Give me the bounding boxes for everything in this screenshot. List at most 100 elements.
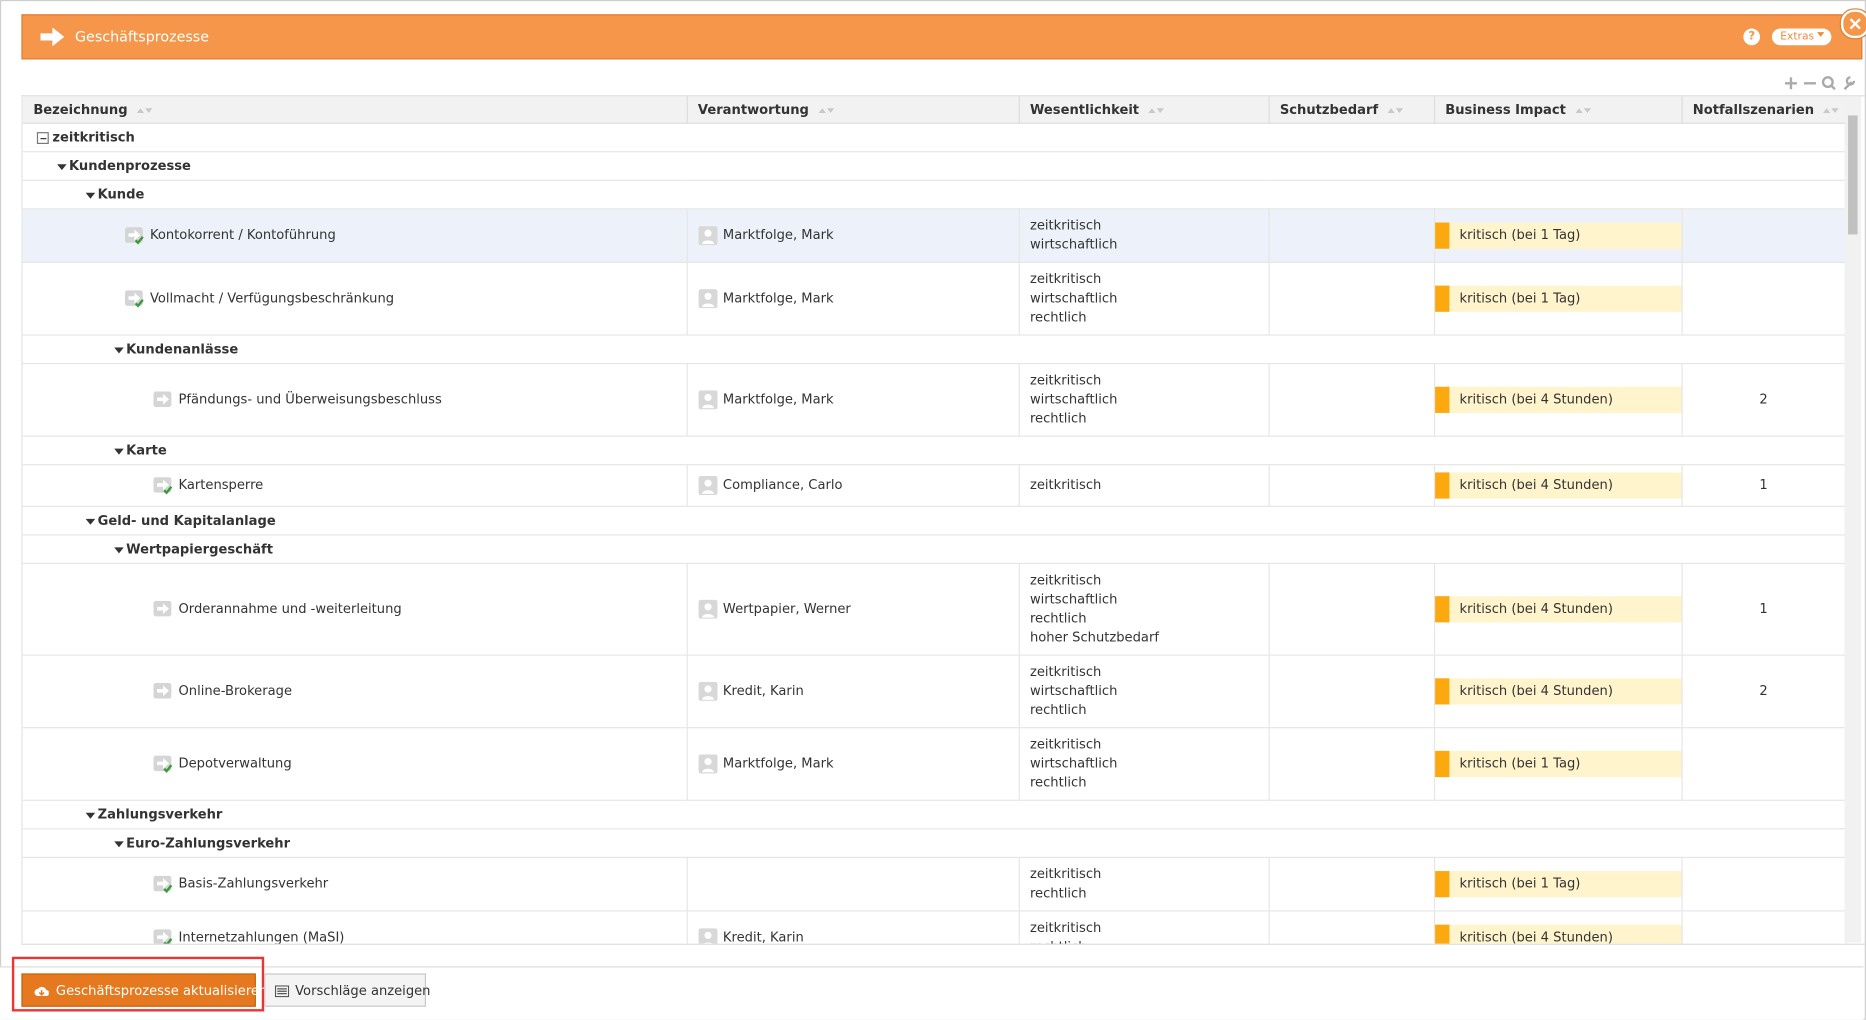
process-row[interactable]: Vollmacht / Verfügungsbeschränkung Marktf… (22, 262, 1847, 336)
expand-all[interactable] (1785, 77, 1797, 90)
person-icon (697, 928, 717, 944)
person-icon-part (697, 928, 717, 944)
materiality-item: wirtschaftlich (1029, 683, 1118, 699)
materiality-item: rechtlich (1029, 309, 1087, 325)
impact-label: kritisch (bei 1 Tag) (1459, 227, 1581, 243)
process-icon (153, 390, 173, 409)
person-icon-part (697, 681, 717, 701)
materiality-item: rechtlich (1029, 702, 1087, 718)
process-table: Bezeichnung Verantwortung Wesentlichkeit Sc… (22, 96, 1847, 944)
column-header[interactable]: Wesentlichkeit (1018, 96, 1270, 124)
process-icon-part (163, 764, 173, 773)
materiality-item: wirtschaftlich (1029, 755, 1118, 772)
person-icon-part (697, 289, 717, 309)
close-button[interactable] (1840, 9, 1866, 39)
column-title: Verantwortung (697, 101, 809, 118)
protection-cell (1268, 857, 1435, 912)
process-row[interactable]: Kartensperre Compliance, Carlo zeitkritisc… (22, 464, 1847, 507)
group-label: zeitkritisch (52, 129, 135, 146)
scenario-cell (1681, 208, 1847, 263)
materiality-item: rechtlich (1029, 410, 1087, 427)
person-icon-part (697, 226, 717, 246)
scrollbar[interactable] (1844, 96, 1862, 943)
process-icon-part (153, 683, 172, 699)
process-row[interactable]: Basis-Zahlungsverkehr zeitkritisch rechtli… (22, 857, 1847, 912)
scroll-thumb[interactable] (1848, 115, 1858, 235)
sort-icon[interactable] (1148, 105, 1165, 115)
sort-icon[interactable] (1575, 105, 1591, 115)
process-icon (153, 928, 173, 944)
impact-flag (1434, 386, 1449, 413)
impact-box: kritisch (bei 1 Tag) (1434, 871, 1683, 898)
group-row: Geld- und Kapitalanlage (22, 506, 1846, 536)
scenario-cell (1681, 727, 1847, 801)
materiality-cell: zeitkritisch wirtschaftlich (1018, 208, 1270, 263)
sort-icon[interactable] (137, 105, 153, 115)
materiality-item: rechtlich (1029, 885, 1087, 901)
process-icon-part (153, 929, 173, 944)
extras-button[interactable]: Extras (1771, 28, 1832, 46)
column-header[interactable]: Business Impact (1433, 96, 1683, 124)
tree-grid: Bezeichnung Verantwortung Wesentlichkeit Sc… (21, 95, 1865, 945)
materiality-cell: zeitkritisch wirtschaftlich rechtlich (1018, 727, 1270, 801)
person-icon (697, 390, 717, 410)
impact-cell: kritisch (bei 4 Stunden) (1433, 363, 1683, 437)
responsible-name: Compliance, Carlo (722, 477, 843, 493)
person-icon (697, 599, 717, 619)
settings-icon[interactable] (1843, 76, 1856, 91)
sort-icon[interactable] (1387, 105, 1404, 115)
tree-toggle[interactable] (84, 516, 96, 526)
tree-toggle[interactable] (56, 162, 67, 172)
help-button[interactable]: ? (1743, 28, 1761, 46)
process-row[interactable]: Online-Brokerage Kredit, Karin zeitkritisc… (22, 655, 1847, 729)
person-icon-part (703, 229, 712, 237)
scenario-cell: 2 (1681, 363, 1847, 437)
tree-toggle[interactable] (84, 810, 96, 820)
tree-toggle[interactable] (84, 190, 96, 200)
impact-box: kritisch (bei 4 Stunden) (1434, 924, 1683, 944)
responsible-cell (686, 857, 1020, 912)
column-header[interactable]: Notfallszenarien (1681, 96, 1847, 124)
sort-icon[interactable] (818, 105, 834, 115)
process-icon-part (153, 600, 172, 617)
button-label: Geschäftsprozesse aktualisieren (55, 982, 268, 999)
responsible-cell: Wertpapier, Werner (686, 563, 1020, 656)
person-icon (697, 681, 717, 701)
process-row[interactable]: Depotverwaltung Marktfolge, Mark zeitkriti… (22, 727, 1847, 801)
person-icon-part (703, 603, 712, 611)
process-row[interactable]: Internetzahlungen (MaSI) Kredit, Karin zei… (22, 910, 1847, 944)
process-row[interactable]: Orderannahme und -weiterleitung Wertpapie… (22, 563, 1847, 656)
responsible-name: Marktfolge, Mark (722, 227, 834, 243)
process-icon-part (128, 292, 141, 304)
responsible-cell: Kredit, Karin (686, 655, 1020, 729)
impact-flag (1434, 596, 1449, 623)
button-label: Vorschläge anzeigen (295, 982, 431, 999)
tree-toggle[interactable] (113, 545, 124, 555)
impact-label: kritisch (bei 4 Stunden) (1459, 600, 1613, 617)
name-cell: Depotverwaltung (22, 727, 688, 801)
name-cell: Pfändungs- und Überweisungsbeschluss (22, 363, 688, 437)
title-bar: Geschäftsprozesse ? Extras (21, 14, 1863, 60)
impact-box: kritisch (bei 4 Stunden) (1434, 386, 1683, 413)
materiality-item: wirtschaftlich (1029, 591, 1118, 607)
scenario-cell: 1 (1681, 464, 1847, 507)
person-icon-part (703, 292, 712, 300)
process-row[interactable]: Pfändungs- und Überweisungsbeschluss Mark… (22, 363, 1847, 437)
materiality-item: zeitkritisch (1029, 477, 1102, 493)
column-header[interactable]: Schutzbedarf (1268, 96, 1435, 124)
tree-toggle[interactable] (113, 839, 124, 849)
tree-toggle[interactable] (113, 446, 124, 456)
tree-toggle[interactable] (36, 132, 49, 144)
column-title: Bezeichnung (33, 101, 128, 118)
process-icon (153, 875, 173, 894)
sort-icon[interactable] (1823, 105, 1840, 115)
suggestions-button[interactable]: Vorschläge anzeigen (264, 973, 430, 1007)
column-header[interactable]: Bezeichnung (22, 96, 688, 124)
person-icon-part (697, 599, 717, 619)
update-button[interactable]: Geschäftsprozesse aktualisieren (21, 973, 267, 1007)
column-header[interactable]: Verantwortung (686, 96, 1020, 124)
protection-cell (1268, 208, 1435, 263)
search-icon[interactable] (1821, 76, 1836, 91)
process-row[interactable]: Kontokorrent / Kontoführung Marktfolge, M… (22, 208, 1847, 263)
tree-toggle[interactable] (113, 345, 124, 355)
